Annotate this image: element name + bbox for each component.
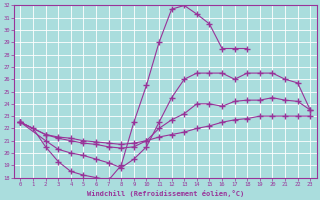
X-axis label: Windchill (Refroidissement éolien,°C): Windchill (Refroidissement éolien,°C) [87,190,244,197]
